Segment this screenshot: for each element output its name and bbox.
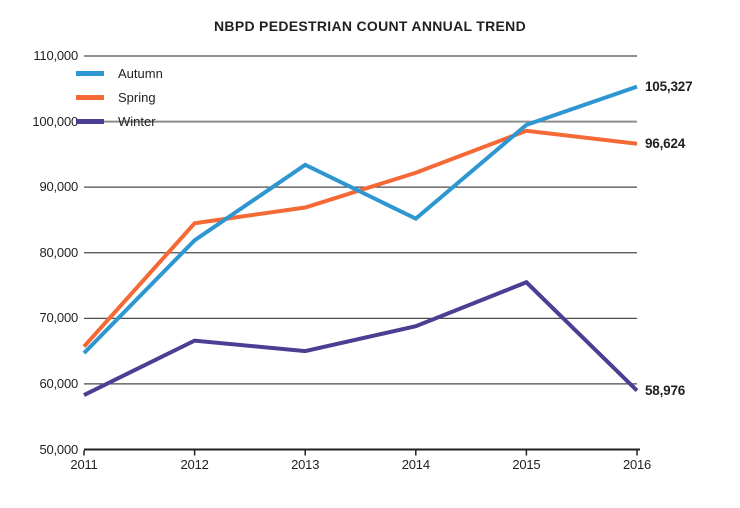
legend-label-autumn: Autumn xyxy=(118,65,163,81)
line-series-autumn xyxy=(82,84,638,355)
legend: Autumn Spring Winter xyxy=(76,61,163,133)
x-axis-tick-label: 2011 xyxy=(70,457,98,472)
line-series-spring xyxy=(82,128,638,348)
y-axis-tick-label: 80,000 xyxy=(39,244,78,260)
legend-label-winter: Winter xyxy=(118,113,156,129)
x-axis-tick-label: 2016 xyxy=(622,457,652,472)
legend-label-spring: Spring xyxy=(118,89,156,105)
x-axis-tick-label: 2012 xyxy=(180,457,209,472)
y-axis-tick-label: 100,000 xyxy=(32,113,78,129)
legend-swatch-autumn xyxy=(76,70,104,76)
y-axis-tick-label: 90,000 xyxy=(39,179,78,195)
y-axis-tick-label: 70,000 xyxy=(39,310,78,326)
legend-item-autumn: Autumn xyxy=(76,61,163,85)
x-axis-tick-label: 2013 xyxy=(291,457,320,472)
value-label-autumn: 105,327 xyxy=(645,78,693,94)
legend-swatch-winter xyxy=(76,118,104,124)
y-axis-tick-label: 60,000 xyxy=(39,375,78,391)
x-axis-tick-label: 2015 xyxy=(512,457,541,472)
value-label-spring: 96,624 xyxy=(645,135,686,151)
value-label-winter: 58,976 xyxy=(645,382,686,398)
y-axis-tick-label: 50,000 xyxy=(39,441,78,457)
legend-swatch-spring xyxy=(76,94,104,100)
line-series-winter xyxy=(83,279,639,397)
y-axis-tick-label: 110,000 xyxy=(33,48,78,63)
legend-item-spring: Spring xyxy=(76,85,163,109)
chart-title: NBPD PEDESTRIAN COUNT ANNUAL TREND xyxy=(214,18,526,34)
x-axis-tick-label: 2014 xyxy=(401,457,430,472)
legend-item-winter: Winter xyxy=(76,109,163,133)
